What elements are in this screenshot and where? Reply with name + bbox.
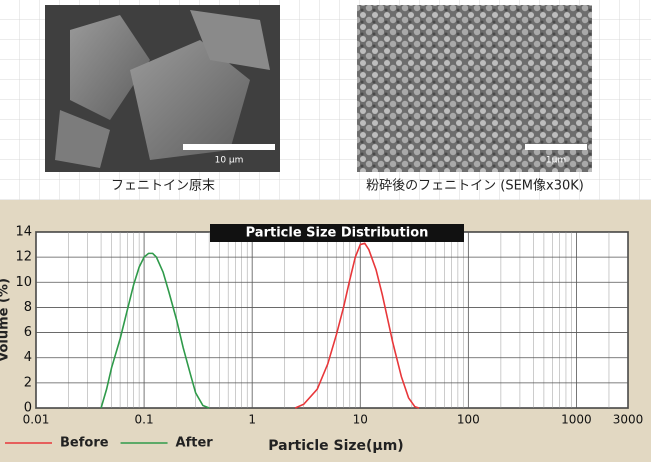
y-tick-label: 14 (15, 225, 32, 240)
x-tick-label: 3000 (613, 413, 644, 427)
page: 10 μm 1μm フェニトイン原末 粉砕後のフェニトイン (SEM像x30K)… (0, 0, 651, 462)
x-tick-label: 0.1 (135, 413, 154, 427)
y-tick-label: 12 (15, 250, 32, 265)
y-tick-label: 6 (24, 325, 32, 340)
image-caption: 粉砕後のフェニトイン (SEM像x30K) (366, 179, 584, 194)
sem-image-2: 1μm (357, 5, 592, 172)
x-tick-label: 10 (353, 413, 368, 427)
legend-label: After (176, 436, 214, 451)
y-tick-label: 4 (24, 350, 32, 365)
legend-label: Before (60, 436, 109, 451)
x-tick-label: 1 (248, 413, 256, 427)
image-caption: フェニトイン原末 (111, 179, 215, 194)
scale-label: 1μm (546, 156, 566, 166)
scale-label: 10 μm (215, 156, 244, 166)
x-tick-label: 1000 (561, 413, 592, 427)
figure: 10 μm 1μm フェニトイン原末 粉砕後のフェニトイン (SEM像x30K)… (0, 0, 651, 462)
x-axis-label: Particle Size(μm) (268, 438, 403, 454)
y-tick-label: 10 (15, 275, 32, 290)
sem-image-1: 10 μm (45, 5, 280, 172)
x-tick-label: 100 (457, 413, 480, 427)
y-tick-label: 8 (24, 300, 32, 315)
chart-title: Particle Size Distribution (246, 226, 429, 241)
y-axis-label: Volume (%) (0, 278, 12, 362)
y-tick-label: 2 (24, 375, 32, 390)
y-tick-label: 0 (24, 401, 32, 416)
